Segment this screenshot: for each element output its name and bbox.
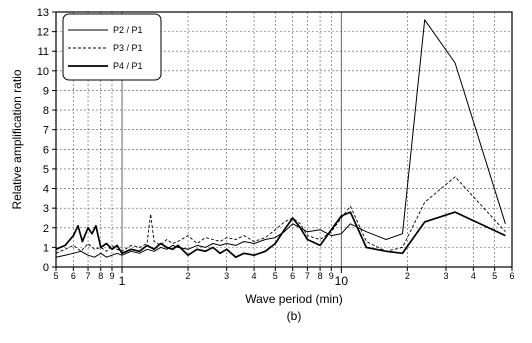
legend-label: P3 / P1 xyxy=(113,43,143,53)
x-tick-label: 6 xyxy=(290,271,295,281)
y-tick-label: 5 xyxy=(43,164,49,176)
x-tick-label: 5 xyxy=(492,271,497,281)
y-tick-label: 2 xyxy=(43,223,49,235)
x-tick-label: 9 xyxy=(329,271,334,281)
x-tick-label: 3 xyxy=(224,271,229,281)
x-tick-label: 8 xyxy=(98,271,103,281)
x-tick-label: 8 xyxy=(318,271,323,281)
y-tick-label: 7 xyxy=(43,125,49,137)
x-tick-label: 4 xyxy=(252,271,257,281)
x-tick-label: 3 xyxy=(443,271,448,281)
y-tick-label: 1 xyxy=(43,242,49,254)
y-tick-label: 10 xyxy=(37,66,49,78)
x-tick-label: 6 xyxy=(71,271,76,281)
series-lines xyxy=(55,19,506,259)
x-tick-label: 7 xyxy=(86,271,91,281)
plot-frame xyxy=(55,11,513,268)
y-tick-label: 9 xyxy=(43,85,49,97)
y-tick-label: 12 xyxy=(37,27,49,39)
y-tick-label: 13 xyxy=(37,7,49,19)
x-axis-label: Wave period (min) xyxy=(245,292,343,306)
legend-box xyxy=(62,13,162,81)
x-tick-label: 2 xyxy=(186,271,191,281)
figure-caption: (b) xyxy=(287,309,302,323)
x-tick-label: 4 xyxy=(471,271,476,281)
x-tick-label: 10 xyxy=(335,274,349,288)
x-tick-label: 2 xyxy=(405,271,410,281)
legend-label: P2 / P1 xyxy=(113,25,143,35)
y-tick-label: 0 xyxy=(43,262,49,274)
x-tick-label: 6 xyxy=(509,271,514,281)
y-tick-label: 3 xyxy=(43,203,49,215)
y-tick-label: 8 xyxy=(43,105,49,117)
series-line-p2-p1 xyxy=(55,19,506,258)
x-tick-label: 7 xyxy=(305,271,310,281)
legend: P2 / P1 P3 / P1 P4 / P1 xyxy=(62,13,162,81)
x-tick-label: 5 xyxy=(53,271,58,281)
series-line-p4-p1 xyxy=(55,211,506,259)
y-axis-label: Relative amplification ratio xyxy=(10,69,24,209)
x-tick-label: 1 xyxy=(119,274,126,288)
legend-label: P4 / P1 xyxy=(113,61,143,71)
y-tick-label: 11 xyxy=(38,46,49,58)
y-tick-label: 4 xyxy=(43,184,49,196)
x-tick-label: 9 xyxy=(109,271,114,281)
x-tick-label: 5 xyxy=(273,271,278,281)
y-tick-label: 6 xyxy=(43,144,49,156)
